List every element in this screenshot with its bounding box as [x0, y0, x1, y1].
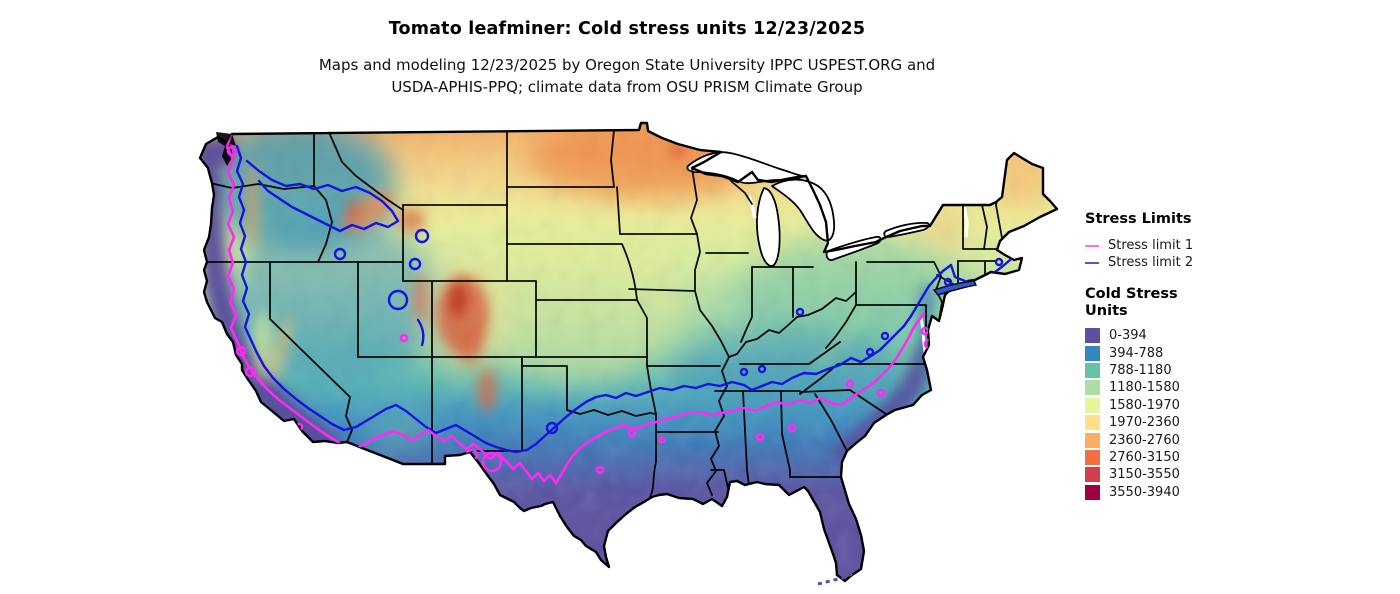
cold-stress-color-swatch: [1085, 467, 1100, 483]
cold-stress-class-item: 788-1180: [1085, 362, 1275, 379]
great-lakes: [686, 151, 930, 267]
cold-stress-class-item: 1180-1580: [1085, 379, 1275, 396]
cold-stress-class-item: 1580-1970: [1085, 397, 1275, 414]
stress-limit-1-contour: [225, 132, 935, 485]
cold-stress-class-item: 2360-2760: [1085, 431, 1275, 448]
cold-stress-color-swatch: [1085, 345, 1100, 361]
cold-stress-color-swatch: [1085, 380, 1100, 396]
stress-limit-label: Stress limit 1: [1108, 238, 1194, 253]
stress-limit-2-contour: [235, 144, 1050, 454]
cold-stress-class-item: 2760-3150: [1085, 449, 1275, 466]
cold-stress-units-title: Cold Stress Units: [1085, 286, 1275, 320]
cold-stress-class-item: 394-788: [1085, 344, 1275, 361]
cold-stress-title-line-2: Units: [1085, 303, 1128, 319]
cold-stress-color-swatch: [1085, 449, 1100, 465]
cold-stress-color-swatch: [1085, 362, 1100, 378]
cold-stress-color-swatch: [1085, 397, 1100, 413]
cold-stress-range-label: 788-1180: [1109, 362, 1172, 378]
cold-stress-class-item: 0-394: [1085, 327, 1275, 344]
lake-huron: [771, 178, 836, 242]
cold-stress-color-swatch: [1085, 415, 1100, 431]
stress-limit-legend-item: Stress limit 2: [1085, 254, 1275, 271]
cold-stress-color-swatch: [1085, 432, 1100, 448]
cold-stress-range-label: 3150-3550: [1109, 467, 1180, 483]
stress-limit-label: Stress limit 2: [1108, 255, 1194, 270]
page-subtitle: Maps and modeling 12/23/2025 by Oregon S…: [0, 54, 1254, 98]
lake-michigan: [756, 187, 781, 267]
state-borders: [202, 129, 1008, 498]
cold-stress-class-item: 1970-2360: [1085, 414, 1275, 431]
cold-stress-range-label: 1580-1970: [1109, 397, 1180, 413]
cold-stress-class-item: 3150-3550: [1085, 466, 1275, 483]
florida-keys: [817, 572, 853, 586]
cold-stress-color-swatch: [1085, 484, 1100, 500]
cold-stress-range-label: 1970-2360: [1109, 415, 1180, 431]
stress-limit-line-swatch: [1085, 261, 1099, 264]
cold-stress-range-label: 2360-2760: [1109, 432, 1180, 448]
stress-limit-line-swatch: [1085, 244, 1099, 247]
cold-stress-classes-list: 0-394 394-788 788-1180 1180-1580 1580-19…: [1085, 327, 1275, 501]
subtitle-line-1: Maps and modeling 12/23/2025 by Oregon S…: [318, 56, 936, 74]
cold-stress-range-label: 3550-3940: [1109, 484, 1180, 500]
legend: Stress Limits Stress limit 1 Stress limi…: [1085, 211, 1275, 501]
cold-stress-range-label: 1180-1580: [1109, 380, 1180, 396]
cold-stress-range-label: 394-788: [1109, 345, 1164, 361]
subtitle-line-2: USDA-APHIS-PPQ; climate data from OSU PR…: [391, 78, 863, 96]
cold-stress-range-label: 2760-3150: [1109, 449, 1180, 465]
stress-limits-title: Stress Limits: [1085, 211, 1192, 227]
cold-stress-class-item: 3550-3940: [1085, 484, 1275, 501]
cold-stress-title-line-1: Cold Stress: [1085, 286, 1178, 302]
stress-limit-legend-item: Stress limit 1: [1085, 237, 1275, 254]
stress-limits-list: Stress limit 1 Stress limit 2: [1085, 237, 1275, 271]
page-title: Tomato leafminer: Cold stress units 12/2…: [388, 19, 866, 39]
cold-stress-range-label: 0-394: [1109, 328, 1147, 344]
cold-stress-color-swatch: [1085, 328, 1100, 344]
